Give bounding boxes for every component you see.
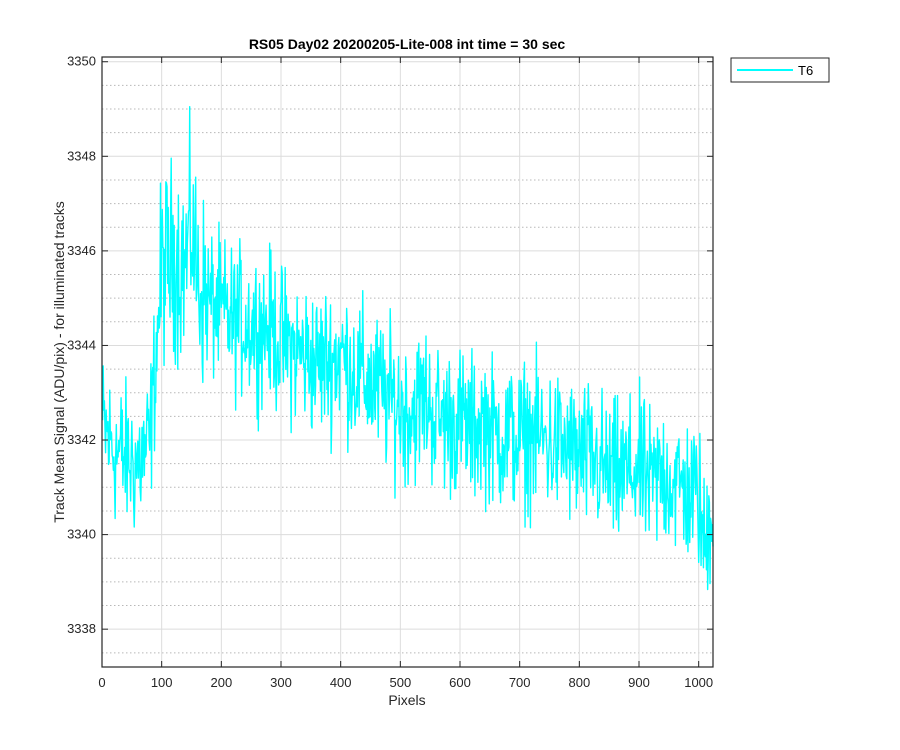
y-tick-label: 3338: [67, 621, 96, 636]
x-tick-label: 400: [330, 675, 352, 690]
x-tick-label: 700: [509, 675, 531, 690]
y-tick-label: 3346: [67, 243, 96, 258]
x-tick-label: 0: [98, 675, 105, 690]
legend-label-t6: T6: [798, 63, 813, 78]
series-line-t6: [101, 106, 714, 591]
plot-area: [102, 57, 713, 667]
y-axis-label: Track Mean Signal (ADU/pix) - for illumi…: [51, 201, 67, 523]
series-layer: [101, 106, 714, 591]
plot-frame: [101, 56, 714, 668]
x-tick-label: 300: [270, 675, 292, 690]
legend[interactable]: T6: [730, 57, 830, 83]
chart-title: RS05 Day02 20200205-Lite-008 int time = …: [249, 36, 566, 52]
y-tick-label: 3348: [67, 148, 96, 163]
x-tick-label: 900: [628, 675, 650, 690]
x-tick-label: 800: [568, 675, 590, 690]
x-tick-label: 1000: [684, 675, 713, 690]
x-tick-labels: 0 100 200 300 400 500 600 700 800 900 1000: [98, 675, 713, 690]
y-tick-label: 3350: [67, 54, 96, 69]
y-tick-label: 3344: [67, 337, 96, 352]
y-tick-label: 3340: [67, 527, 96, 542]
x-tick-label: 600: [449, 675, 471, 690]
x-tick-label: 100: [151, 675, 173, 690]
x-tick-label: 500: [389, 675, 411, 690]
y-tick-label: 3342: [67, 432, 96, 447]
x-axis-label: Pixels: [388, 692, 425, 708]
x-tick-label: 200: [210, 675, 232, 690]
y-tick-labels: 3338 3340 3342 3344 3346 3348 3350: [67, 54, 96, 636]
axis-ticks: [101, 57, 713, 667]
